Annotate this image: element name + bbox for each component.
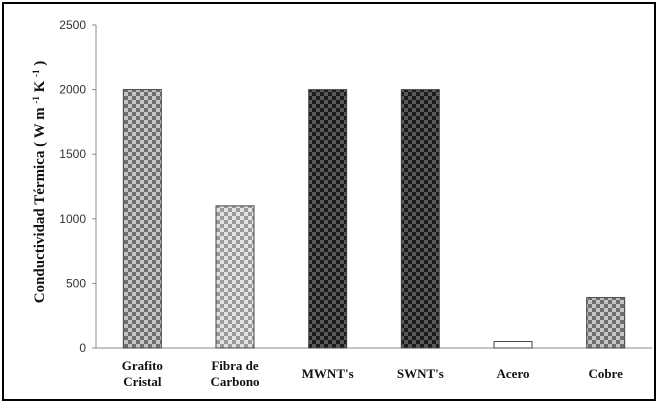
x-category-label: Fibra de Carbono	[210, 358, 259, 389]
y-axis-unit-k: K	[32, 80, 48, 92]
y-tick-label: 1500	[59, 147, 86, 161]
y-tick-label: 1000	[59, 212, 86, 226]
y-tick-label: 0	[79, 341, 86, 355]
y-tick-label: 2000	[59, 83, 86, 97]
x-category-label: Grafito Cristal	[122, 358, 163, 389]
x-category-label: MWNT's	[302, 366, 354, 381]
y-axis-unit-m-exp: -1	[31, 96, 41, 104]
bars	[122, 89, 626, 349]
y-axis-title: Conductividad Térmica	[32, 150, 48, 303]
bar	[586, 297, 626, 349]
y-tick-label: 500	[66, 276, 86, 290]
y-ticks: 0 500 1000 1500 2000 2500	[59, 18, 96, 355]
y-axis-unit-w: W	[32, 123, 48, 138]
bar	[215, 205, 255, 349]
y-axis-label: Conductividad Térmica ( W m -1 K -1 )	[31, 61, 48, 304]
bar	[493, 341, 533, 349]
y-tick-label: 2500	[59, 18, 86, 32]
x-categories: Grafito Cristal Fibra de Carbono MWNT's SWNT'…	[122, 358, 623, 389]
bar	[122, 89, 162, 349]
x-category-label: SWNT's	[397, 366, 444, 381]
y-axis-unit-open: (	[32, 142, 48, 147]
x-category-label: Cobre	[588, 366, 623, 381]
y-axis-unit-m: m	[32, 107, 48, 120]
x-category-label: Acero	[497, 366, 530, 381]
y-axis-unit-k-exp: -1	[31, 69, 41, 77]
bar	[308, 89, 348, 349]
y-axis-unit-close: )	[32, 61, 48, 66]
bar	[400, 89, 440, 349]
axes	[95, 25, 652, 349]
svg-text:Conductividad Térmica: Conductividad Térmica ( W m -1 K -1 )	[31, 61, 48, 304]
